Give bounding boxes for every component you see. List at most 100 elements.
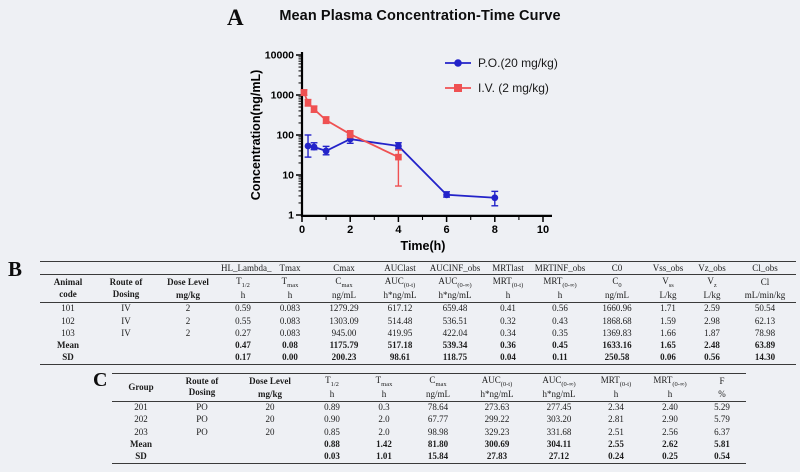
iv-pk-table: HL_Lambda_ Tmax Cmax AUClast AUCINF_obs MRTla… (40, 261, 796, 365)
table-row: 202 PO 20 0.90 2.0 67.77 299.22 303.20 2.81 2.90 5… (112, 414, 746, 426)
table-cell: L/kg (659, 290, 677, 301)
data-point (322, 147, 330, 155)
table-cell: 419.95 (387, 327, 413, 338)
header-row: Animal code Route of Dosing Dose Level T1/2… (40, 275, 796, 299)
table-cell: 81.80 (427, 438, 449, 449)
table-cell: 103 (61, 327, 75, 338)
units-row: mg/kg h h ng/mL h*ng/mL h*ng/mL h h% (112, 388, 746, 402)
svg-text:6: 6 (444, 224, 450, 236)
table-cell: 0.89 (324, 402, 340, 413)
table-cell: 1.87 (704, 327, 720, 338)
table-cell: 2 (185, 327, 191, 338)
table-cell: 0.32 (500, 315, 516, 326)
x-axis-title: Time(h) (401, 239, 446, 253)
table-cell: 2.0 (378, 414, 390, 425)
table-cell: 2 (185, 315, 191, 326)
table-cell: 514.48 (387, 315, 413, 326)
table-cell: 5.29 (714, 402, 730, 413)
table-cell: 0.25 (662, 451, 678, 462)
table-cell: mg/kg (257, 388, 282, 399)
table-cell: 0.083 (279, 315, 301, 326)
table-cell: 0.17 (235, 352, 251, 363)
table-cell: 0.27 (235, 327, 251, 338)
table-cell: AUC(0-t) (384, 275, 416, 289)
table-cell: 277.45 (546, 402, 572, 413)
iv-pk-table-container: HL_Lambda_ Tmax Cmax AUClast AUCINF_obs MRTla… (40, 261, 796, 365)
table-cell: 0.11 (552, 352, 568, 363)
table-cell: 0.34 (500, 327, 516, 338)
table-cell: % (718, 388, 726, 399)
table-cell: 2.62 (662, 438, 678, 449)
table-cell: 1.01 (376, 451, 392, 462)
table-cell: 0.47 (235, 340, 251, 351)
table-row: Mean 0.88 1.42 81.80 300.69 304.11 2.55 2.62 5.8… (112, 438, 746, 450)
table-cell (156, 352, 220, 365)
table-cell: h*ng/mL (383, 290, 417, 301)
table-cell: 15.84 (427, 451, 449, 462)
table-cell: 0.56 (552, 303, 568, 314)
table-cell: 201 (134, 402, 148, 413)
table-cell: 617.12 (387, 303, 413, 314)
table-cell: IV (121, 303, 131, 314)
table-cell: 0.24 (608, 451, 624, 462)
table-cell: 63.89 (754, 340, 776, 351)
table-cell: 0.45 (552, 340, 568, 351)
data-point (443, 191, 450, 199)
table-cell: 422.04 (442, 327, 468, 338)
table-cell: 50.54 (754, 303, 776, 314)
table-cell: Cl (760, 276, 770, 287)
table-cell: h (557, 290, 563, 301)
data-point (304, 142, 312, 150)
table-cell: h (381, 388, 387, 399)
table-cell: 1.59 (660, 315, 676, 326)
svg-text:0: 0 (299, 224, 305, 236)
table-cell: 273.63 (484, 402, 510, 413)
axis-tick-labels: 0 2 4 6 8 10 1 10 100 1000 10000 (265, 50, 549, 236)
table-cell: MRT(0-t) (492, 275, 524, 289)
table-cell: 0.03 (324, 451, 340, 462)
table-cell: AUCINF_obs (429, 262, 481, 273)
data-point (395, 142, 402, 150)
table-cell (40, 262, 96, 275)
table-cell: 2.55 (608, 438, 624, 449)
table-cell: 300.69 (484, 438, 510, 449)
table-cell: 0.06 (660, 352, 676, 363)
table-cell: h (505, 290, 511, 301)
table-cell: AUClast (384, 262, 416, 273)
table-cell: Cmax (333, 262, 355, 273)
table-cell: 0.083 (279, 303, 301, 314)
svg-text:10: 10 (537, 224, 549, 236)
table-cell: 250.58 (604, 352, 630, 363)
table-cell: 1660.96 (602, 303, 632, 314)
table-cell: 101 (61, 303, 75, 314)
table-cell: Vss_obs (652, 262, 684, 273)
table-cell (234, 438, 306, 450)
table-cell: mg/kg (175, 290, 200, 301)
table-cell: MRTlast (492, 262, 524, 273)
table-row: Mean 0.47 0.08 1175.79 517.18 539.34 0.36 0.45 1… (40, 340, 796, 352)
table-cell: Vz (707, 275, 717, 289)
table-cell: 2 (185, 303, 191, 314)
table-cell: 0.88 (324, 438, 340, 449)
table-cell: 0.083 (279, 327, 301, 338)
table-cell: h (329, 388, 335, 399)
table-cell: 945.00 (331, 327, 357, 338)
svg-text:4: 4 (395, 224, 402, 236)
table-cell: h*ng/mL (542, 388, 576, 399)
panel-label-c: C (93, 369, 108, 391)
table-cell: IV (121, 315, 131, 326)
table-cell: SD (62, 352, 74, 363)
table-cell: 20 (265, 426, 275, 437)
table-cell: 62.13 (754, 315, 776, 326)
svg-text:100: 100 (276, 130, 294, 142)
table-cell: h (287, 290, 293, 301)
table-cell: 14.30 (754, 352, 776, 363)
table-cell: 0.35 (552, 327, 568, 338)
table-cell: T1/2 (236, 275, 250, 289)
table-cell (156, 340, 220, 352)
table-cell: Cmax (335, 275, 353, 289)
axes (296, 52, 552, 222)
table-cell: 0.59 (235, 303, 251, 314)
table-cell: HL_Lambda_ (221, 262, 272, 273)
